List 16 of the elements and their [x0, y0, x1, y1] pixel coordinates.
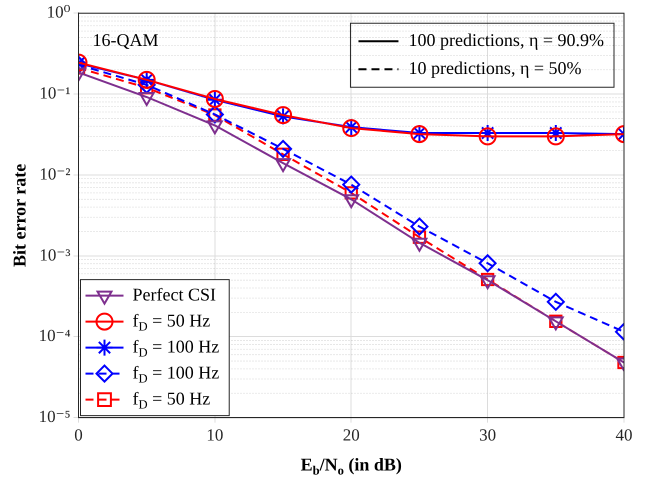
y-tick-label: 10⁻⁴: [38, 326, 71, 346]
x-tick-label: 20: [342, 425, 360, 444]
x-tick-label: 30: [479, 425, 496, 444]
y-tick-label: 10⁰: [46, 2, 71, 22]
x-tick-label: 0: [74, 425, 83, 444]
annotation: 16-QAM: [92, 30, 158, 50]
legend-label: Perfect CSI: [132, 284, 216, 304]
x-tick-label: 10: [206, 425, 224, 444]
annotation: 10 predictions, η = 50%: [408, 58, 582, 78]
y-tick-label: 10⁻²: [39, 164, 70, 184]
y-tick-label: 10⁻⁵: [38, 407, 71, 426]
x-tick-label: 40: [616, 425, 632, 444]
y-tick-label: 10⁻³: [39, 245, 70, 264]
y-axis-title: Bit error rate: [9, 164, 30, 268]
y-tick-label: 10⁻¹: [39, 84, 70, 103]
annotation: 100 predictions, η = 90.9%: [408, 30, 604, 50]
